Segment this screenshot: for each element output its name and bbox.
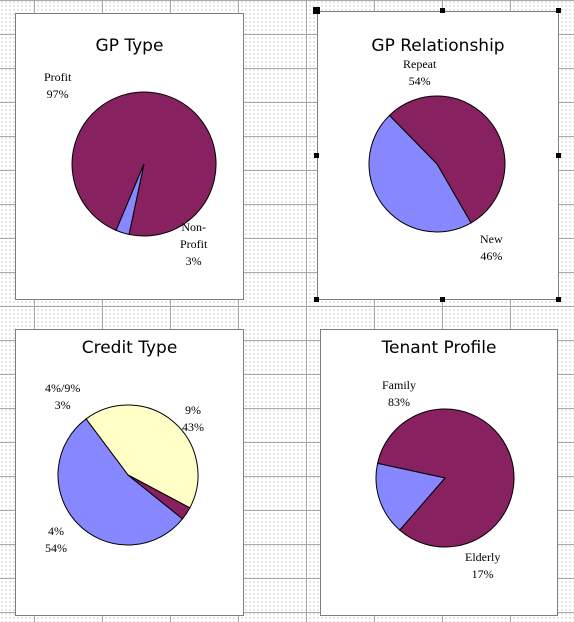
selection-handle-bottom-left[interactable]: [314, 297, 319, 302]
pie-slice-new[interactable]: [368, 114, 472, 233]
chart-credit-type[interactable]: Credit Type 4%/9% 3% 9% 43% 4% 54%: [15, 329, 244, 616]
pie-svg: [71, 91, 217, 237]
label-category: 9%: [185, 403, 201, 417]
label-category: Family: [382, 378, 417, 392]
selection-handle-left[interactable]: [314, 153, 319, 158]
label-category: Profit: [44, 70, 72, 84]
chart-title: GP Relationship: [371, 36, 505, 56]
label-category-line1: Non-: [181, 220, 206, 234]
selection-handle-right[interactable]: [556, 153, 561, 158]
data-label-family[interactable]: Family 83%: [382, 377, 416, 411]
pie-svg: [368, 95, 506, 233]
label-percent: 3%: [54, 398, 71, 412]
label-category-line2: Profit: [180, 237, 208, 251]
chart-title: Tenant Profile: [381, 338, 497, 358]
selection-handle-top[interactable]: [440, 8, 445, 13]
pie-slice-family[interactable]: [376, 408, 515, 548]
data-label-4pct-9pct[interactable]: 4%/9% 3%: [45, 380, 80, 414]
label-percent: 43%: [182, 420, 204, 434]
pie-svg: [57, 404, 199, 546]
label-percent: 17%: [471, 567, 494, 581]
data-label-4pct[interactable]: 4% 54%: [45, 523, 67, 557]
chart-tenant-profile[interactable]: Tenant Profile Family 83% Elderly 17%: [320, 329, 558, 616]
chart-title: Credit Type: [81, 338, 178, 358]
selection-handle-top-left[interactable]: [313, 7, 320, 14]
pie-slice-non-profit[interactable]: [115, 163, 145, 236]
chart-title: GP Type: [95, 36, 164, 56]
label-percent: 83%: [388, 395, 410, 409]
data-label-9pct[interactable]: 9% 43%: [182, 402, 204, 436]
label-category: Elderly: [465, 550, 501, 564]
label-category: New: [480, 232, 503, 246]
label-percent: 3%: [185, 254, 202, 268]
pie-slice-elderly[interactable]: [375, 462, 446, 531]
chart-gp-type[interactable]: GP Type Profit 97% Non- Profit 3%: [15, 13, 244, 300]
data-label-elderly[interactable]: Elderly 17%: [465, 549, 500, 583]
data-label-profit[interactable]: Profit 97%: [44, 69, 71, 103]
pie-slice-4pct[interactable]: [57, 418, 184, 546]
label-category: Repeat: [403, 57, 437, 71]
pie-slice-repeat[interactable]: [388, 95, 506, 224]
label-percent: 97%: [46, 87, 69, 101]
label-percent: 54%: [45, 541, 67, 555]
data-label-non-profit[interactable]: Non- Profit 3%: [180, 219, 207, 270]
selection-handle-bottom-right[interactable]: [556, 297, 561, 302]
label-percent: 46%: [480, 249, 503, 263]
data-label-new[interactable]: New 46%: [480, 231, 503, 265]
pie-slice-9pct[interactable]: [85, 404, 199, 509]
selection-handle-bottom[interactable]: [440, 297, 445, 302]
pie-svg: [375, 408, 515, 548]
label-category: 4%: [48, 524, 64, 538]
selection-handle-top-right[interactable]: [556, 8, 561, 13]
label-category: 4%/9%: [45, 381, 81, 395]
chart-gp-relationship[interactable]: GP Relationship Repeat 54% New 46%: [317, 11, 559, 300]
pie-slice-4pct-9pct[interactable]: [127, 474, 191, 520]
label-percent: 54%: [408, 74, 431, 88]
data-label-repeat[interactable]: Repeat 54%: [403, 56, 436, 90]
